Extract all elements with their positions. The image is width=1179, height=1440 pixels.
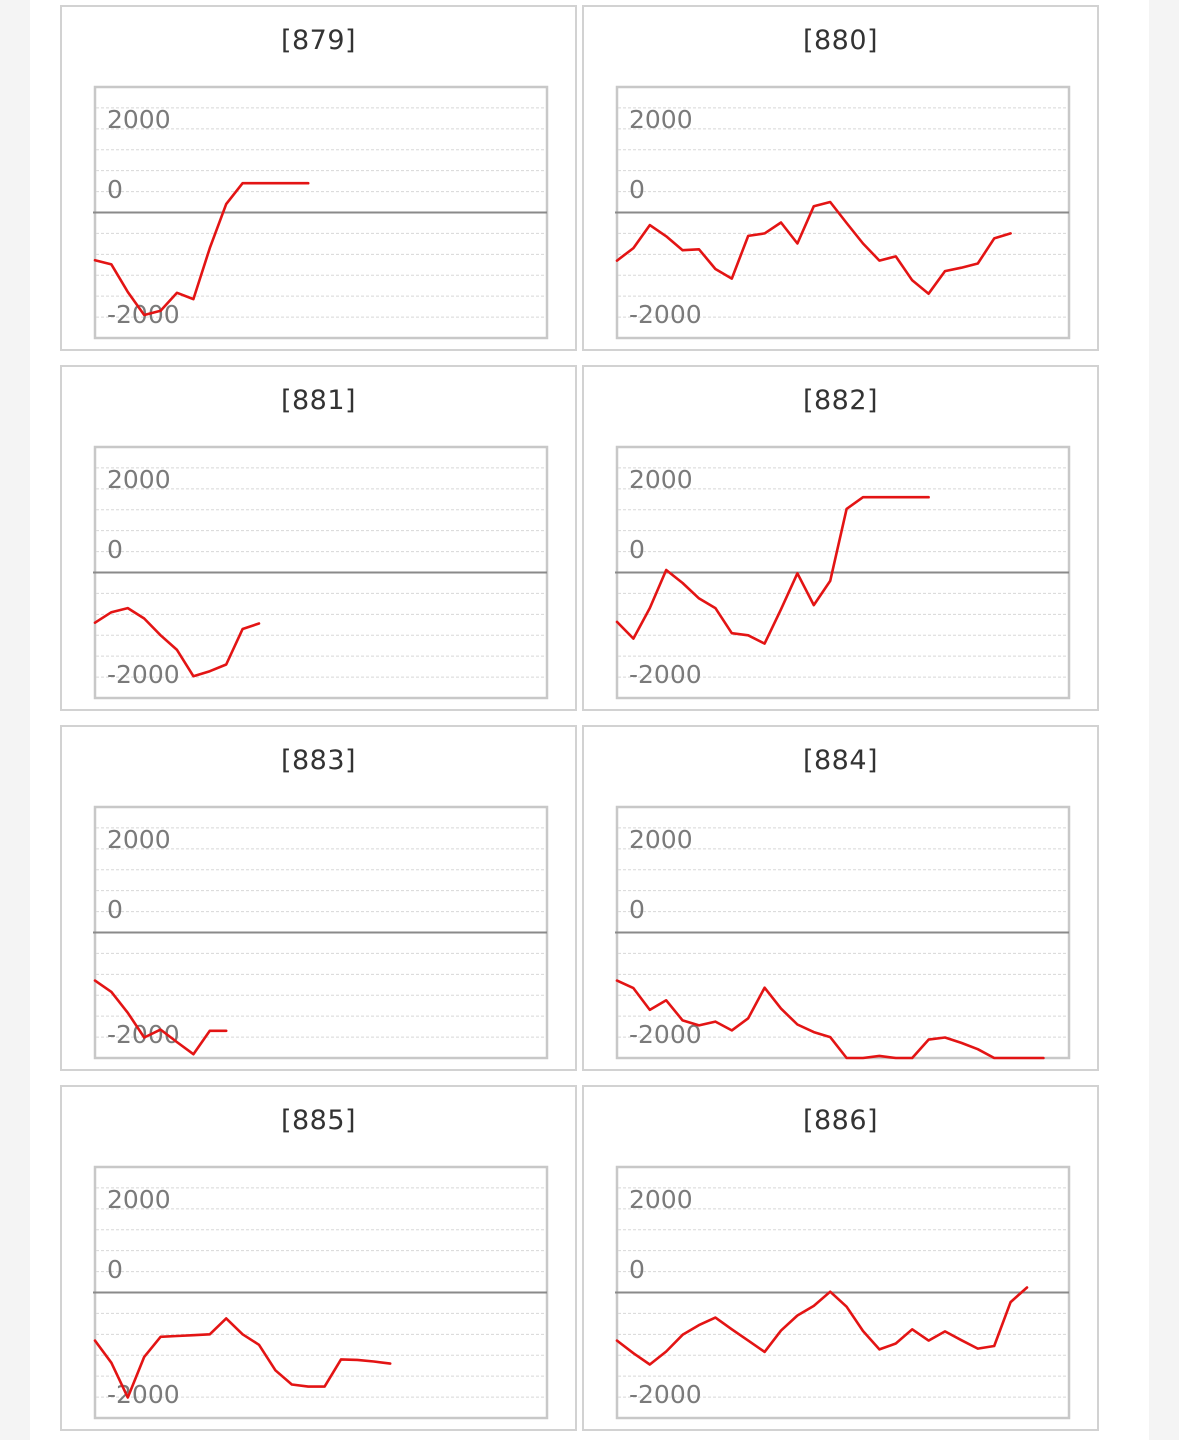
series-line <box>615 200 1012 296</box>
series-line <box>615 1286 1029 1366</box>
chart-panel: [882] 2000 0 -2000 <box>582 365 1099 711</box>
y-tick-label: -2000 <box>629 300 702 329</box>
chart-title: [884] <box>802 745 879 776</box>
chart-title: [886] <box>802 1105 879 1136</box>
series-line <box>93 606 261 678</box>
y-tick-label: 0 <box>107 175 123 204</box>
series-line <box>615 495 930 645</box>
line-chart: 2000 0 -2000 <box>615 805 1071 1060</box>
y-tick-label: 0 <box>107 895 123 924</box>
chart-panel: [880] 2000 0 -2000 <box>582 5 1099 351</box>
chart-panel: [884] 2000 0 -2000 <box>582 725 1099 1071</box>
chart-panel: [886] 2000 0 -2000 <box>582 1085 1099 1431</box>
series-line <box>93 181 310 317</box>
y-tick-label: 2000 <box>107 1185 171 1214</box>
y-tick-label: 2000 <box>107 105 171 134</box>
series-line <box>93 979 228 1056</box>
y-tick-label: -2000 <box>629 660 702 689</box>
y-tick-label: -2000 <box>629 1380 702 1409</box>
y-tick-label: 2000 <box>629 1185 693 1214</box>
y-tick-label: -2000 <box>107 660 180 689</box>
y-tick-label: 0 <box>107 1255 123 1284</box>
series-line <box>93 1317 392 1399</box>
line-chart: 2000 0 -2000 <box>615 1165 1071 1420</box>
y-tick-label: 2000 <box>107 465 171 494</box>
chart-panel: [885] 2000 0 -2000 <box>60 1085 577 1431</box>
y-tick-label: 0 <box>629 175 645 204</box>
chart-title: [885] <box>280 1105 357 1136</box>
chart-panel: [881] 2000 0 -2000 <box>60 365 577 711</box>
series-line <box>615 979 1045 1060</box>
chart-title: [879] <box>280 25 357 56</box>
line-chart: 2000 0 -2000 <box>93 445 549 700</box>
y-tick-label: -2000 <box>629 1020 702 1049</box>
y-tick-label: 0 <box>629 895 645 924</box>
y-tick-label: 2000 <box>629 825 693 854</box>
line-chart: 2000 0 -2000 <box>615 85 1071 340</box>
chart-title: [883] <box>280 745 357 776</box>
y-tick-label: 2000 <box>629 105 693 134</box>
y-tick-label: 2000 <box>629 465 693 494</box>
line-chart: 2000 0 -2000 <box>93 1165 549 1420</box>
y-tick-label: 2000 <box>107 825 171 854</box>
chart-panel: [883] 2000 0 -2000 <box>60 725 577 1071</box>
y-tick-label: 0 <box>629 1255 645 1284</box>
chart-panel: [879] 2000 0 -2000 <box>60 5 577 351</box>
chart-title: [882] <box>802 385 879 416</box>
y-tick-label: -2000 <box>107 1380 180 1409</box>
y-tick-label: 0 <box>107 535 123 564</box>
chart-title: [880] <box>802 25 879 56</box>
line-chart: 2000 0 -2000 <box>615 445 1071 700</box>
chart-title: [881] <box>280 385 357 416</box>
y-tick-label: 0 <box>629 535 645 564</box>
page-background: [879] 2000 0 -2000 [880] 2000 0 -2000 [881] … <box>30 0 1149 1440</box>
